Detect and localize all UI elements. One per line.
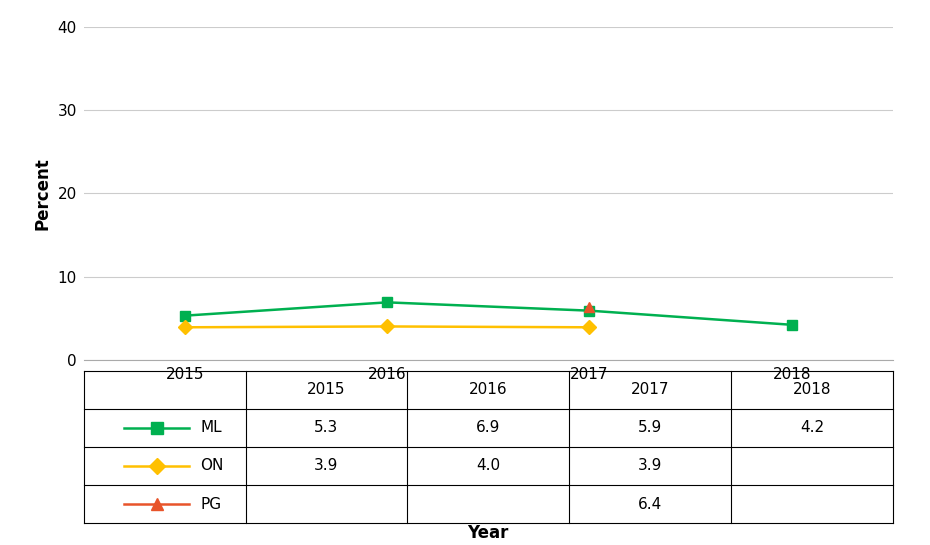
Text: 2018: 2018 [792, 382, 831, 397]
Text: 2016: 2016 [469, 382, 508, 397]
Text: 6.9: 6.9 [476, 420, 500, 435]
Text: ON: ON [200, 458, 223, 474]
Text: 5.9: 5.9 [638, 420, 662, 435]
Text: 3.9: 3.9 [638, 458, 662, 474]
Text: 4.0: 4.0 [476, 458, 500, 474]
Text: 5.3: 5.3 [314, 420, 339, 435]
Text: ML: ML [200, 420, 222, 435]
Text: 4.2: 4.2 [800, 420, 824, 435]
Text: Year: Year [468, 524, 509, 542]
Text: 6.4: 6.4 [638, 496, 662, 512]
Text: PG: PG [200, 496, 221, 512]
Text: 3.9: 3.9 [314, 458, 339, 474]
Text: 2015: 2015 [307, 382, 346, 397]
Y-axis label: Percent: Percent [33, 157, 52, 230]
Text: 2017: 2017 [631, 382, 670, 397]
